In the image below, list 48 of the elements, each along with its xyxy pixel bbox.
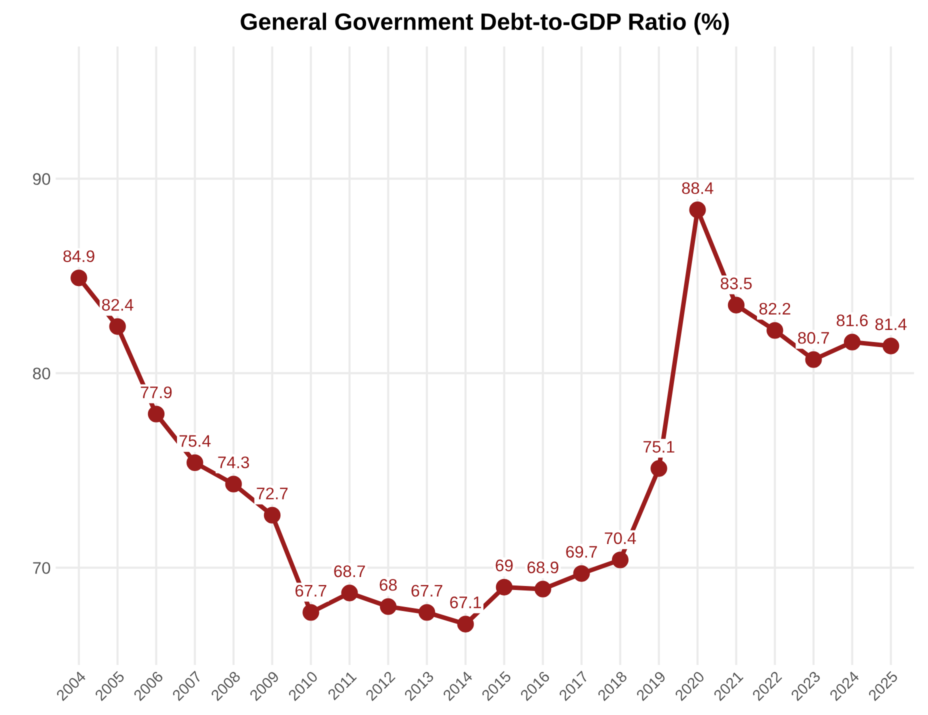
data-label: 81.4 bbox=[875, 318, 907, 330]
point bbox=[70, 270, 88, 286]
data-label: 81.6 bbox=[836, 314, 868, 326]
data-label: 82.4 bbox=[102, 298, 134, 311]
data-label: 68.7 bbox=[334, 565, 365, 578]
data-label: 70.4 bbox=[604, 532, 636, 544]
y-tick-label: 90 bbox=[33, 173, 50, 185]
point bbox=[225, 476, 242, 492]
data-label: 67.1 bbox=[450, 596, 481, 608]
data-label: 69.7 bbox=[566, 546, 597, 558]
point bbox=[766, 322, 784, 339]
point bbox=[264, 506, 281, 524]
data-label: 68 bbox=[380, 579, 397, 591]
point bbox=[805, 351, 822, 368]
point bbox=[882, 338, 900, 354]
point bbox=[728, 296, 745, 314]
data-label: 77.9 bbox=[140, 386, 172, 398]
chart-title: General Government Debt-to-GDP Ratio (%) bbox=[240, 12, 729, 35]
data-label: 80.7 bbox=[798, 332, 829, 344]
point bbox=[650, 460, 668, 477]
data-label: 74.3 bbox=[218, 456, 250, 468]
data-label: 83.5 bbox=[720, 278, 752, 290]
point bbox=[148, 406, 165, 422]
point bbox=[844, 334, 861, 350]
data-label: 69 bbox=[496, 560, 513, 572]
data-label: 82.2 bbox=[759, 302, 790, 315]
data-label: 67.7 bbox=[296, 584, 326, 597]
data-label: 88.4 bbox=[682, 182, 714, 194]
data-label: 72.7 bbox=[256, 488, 288, 500]
point bbox=[612, 552, 629, 568]
point bbox=[380, 598, 397, 615]
point bbox=[302, 604, 320, 621]
y-tick-label: 70 bbox=[33, 562, 50, 574]
point bbox=[457, 616, 474, 632]
data-label: 68.9 bbox=[528, 562, 558, 574]
data-label: 67.7 bbox=[412, 584, 442, 597]
point bbox=[341, 584, 358, 602]
data-label: 84.9 bbox=[63, 250, 94, 262]
point bbox=[109, 318, 126, 335]
y-tick-label: 80 bbox=[33, 368, 50, 380]
data-label: 75.4 bbox=[180, 435, 211, 447]
point bbox=[573, 565, 590, 582]
point bbox=[689, 202, 706, 218]
point bbox=[534, 580, 552, 598]
point bbox=[496, 578, 513, 596]
data-label: 75.1 bbox=[644, 441, 674, 453]
point bbox=[186, 454, 204, 472]
point bbox=[418, 604, 436, 621]
